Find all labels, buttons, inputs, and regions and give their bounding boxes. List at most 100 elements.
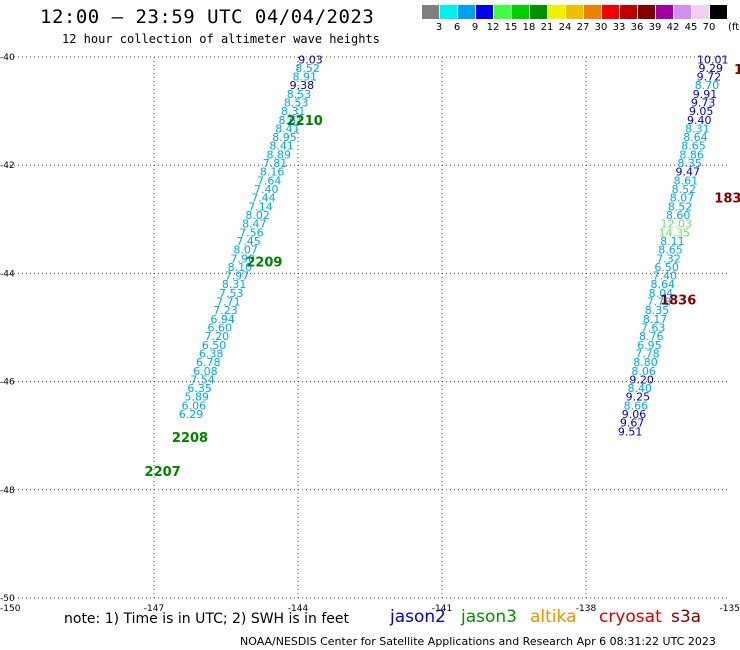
x-tick-label: -141 — [432, 604, 452, 614]
scale-label: 12 — [486, 22, 500, 33]
scale-label: 6 — [453, 22, 461, 33]
wave-height-label: 7.54 — [190, 373, 215, 386]
y-tick-label: -40 — [0, 53, 15, 63]
wave-height-label: 9.51 — [618, 425, 643, 438]
scale-swatch — [440, 5, 457, 19]
units-note: note: 1) Time is in UTC; 2) SWH is in fe… — [64, 611, 350, 627]
wave-height-label: 9.29 — [699, 62, 724, 75]
wave-height-label: 8.91 — [292, 70, 317, 83]
page-title: 12:00 – 23:59 UTC 04/04/2023 — [40, 6, 375, 28]
scale-label: 36 — [630, 22, 644, 33]
scale-unit: (ft) — [728, 22, 740, 33]
wave-height-label: 8.95 — [272, 131, 297, 144]
wave-height-label: 9.05 — [689, 105, 714, 118]
time-label-clipped: 1 — [734, 63, 740, 78]
wave-height-label: 8.61 — [674, 174, 699, 187]
wave-height-label: 8.70 — [695, 79, 720, 92]
y-tick-label: -44 — [0, 269, 15, 279]
wave-height-label: 7.40 — [652, 270, 677, 283]
wave-height-label: 8.53 — [284, 96, 309, 109]
time-label: 2210 — [287, 114, 323, 129]
scale-label: 9 — [471, 22, 479, 33]
wave-height-label: 6.38 — [199, 347, 224, 360]
scale-swatch — [476, 5, 493, 19]
scale-label: 45 — [684, 22, 698, 33]
wave-height-label: 8.52 — [295, 62, 320, 75]
wave-height-label: 8.07 — [670, 192, 695, 205]
wave-height-label: 7.97 — [225, 270, 250, 283]
wave-height-label: 9.25 — [626, 391, 651, 404]
wave-height-label: 8.65 — [681, 140, 706, 153]
wave-height-label: 7.53 — [219, 287, 244, 300]
wave-height-label: 6.50 — [202, 339, 227, 352]
satellite-jason2: jason2 — [390, 607, 446, 627]
wave-height-label: 9.20 — [629, 373, 654, 386]
wave-height-label: 7.78 — [635, 347, 660, 360]
scale-label: 27 — [576, 22, 590, 33]
scale-swatch — [566, 5, 583, 19]
wave-height-label: 7.20 — [205, 330, 230, 343]
y-tick-label: -46 — [0, 378, 15, 388]
page-subtitle: 12 hour collection of altimeter wave hei… — [62, 32, 380, 46]
wave-height-label: 8.16 — [260, 166, 285, 179]
wave-height-label: 8.65 — [658, 244, 683, 257]
wave-height-label: 8.41 — [269, 140, 294, 153]
wave-height-label: 7.71 — [216, 296, 241, 309]
wave-height-label: 7.64 — [257, 174, 282, 187]
satellite-s3a: s3a — [671, 607, 702, 627]
scale-swatch — [530, 5, 547, 19]
wave-height-label: 7.23 — [213, 304, 238, 317]
wave-height-label: 8.61 — [279, 114, 304, 127]
satellite-jason3: jason3 — [461, 607, 517, 627]
wave-height-label: 8.52 — [668, 200, 693, 213]
wave-height-label: 8.35 — [645, 304, 670, 317]
wave-height-label: 8.64 — [651, 278, 676, 291]
wave-height-label: 8.40 — [628, 382, 653, 395]
scale-label: 3 — [435, 22, 443, 33]
wave-height-label: 8.11 — [660, 235, 685, 248]
wave-height-label: 8.02 — [245, 209, 270, 222]
y-tick-label: -42 — [0, 161, 15, 171]
wave-height-label: 8.66 — [624, 399, 649, 412]
wave-height-label: 8.76 — [639, 330, 664, 343]
wave-height-label: 8.41 — [275, 122, 300, 135]
scale-swatch — [710, 5, 727, 19]
scale-label: 21 — [540, 22, 554, 33]
scale-label: 24 — [558, 22, 572, 33]
scale-label: 39 — [648, 22, 662, 33]
scale-swatch — [602, 5, 619, 19]
scale-label: 70 — [702, 22, 716, 33]
scale-swatch — [674, 5, 691, 19]
wave-height-label: 7.40 — [254, 183, 279, 196]
scale-swatch — [494, 5, 511, 19]
x-tick-label: -135 — [720, 604, 740, 614]
wave-height-label: 9.67 — [620, 417, 645, 430]
y-tick-label: -50 — [0, 594, 15, 604]
wave-height-label: 6.95 — [637, 339, 662, 352]
credit-line: NOAA/NESDIS Center for Satellite Applica… — [240, 635, 716, 648]
wave-height-label: 6.78 — [196, 356, 221, 369]
wave-height-label: 9.47 — [676, 166, 701, 179]
wave-height-label: 14.35 — [659, 226, 691, 239]
x-tick-label: -150 — [0, 604, 21, 614]
scale-swatch — [548, 5, 565, 19]
wave-height-label: 7.78 — [647, 296, 672, 309]
scale-swatch — [422, 5, 439, 19]
wave-height-label: 5.89 — [184, 391, 209, 404]
wave-height-label: 6.50 — [654, 261, 679, 274]
time-label: 1835 — [714, 192, 740, 207]
wave-height-label: 8.52 — [672, 183, 697, 196]
satellite-cryosat: cryosat — [599, 607, 662, 627]
wave-height-label: 8.80 — [633, 356, 658, 369]
wave-height-label: 10.01 — [697, 54, 729, 67]
wave-height-label: 7.45 — [236, 235, 261, 248]
wave-height-label: 7.63 — [641, 322, 666, 335]
wave-height-label: 8.53 — [287, 88, 312, 101]
scale-swatch — [692, 5, 709, 19]
x-tick-label: -144 — [288, 604, 309, 614]
scale-swatch — [584, 5, 601, 19]
wave-height-label: 8.64 — [683, 131, 708, 144]
scale-swatch — [656, 5, 673, 19]
time-label: 2207 — [145, 465, 181, 480]
